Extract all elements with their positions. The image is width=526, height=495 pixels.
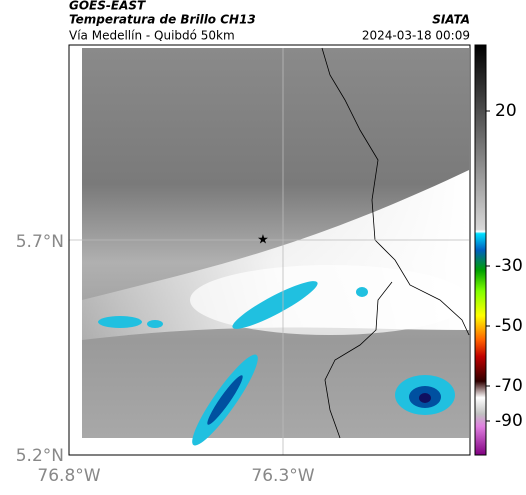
colorbar-label: -70 bbox=[495, 376, 523, 396]
colorbar-label: -90 bbox=[495, 411, 523, 431]
borders bbox=[321, 47, 470, 439]
colorbar-label: -50 bbox=[495, 316, 523, 336]
colorbar bbox=[474, 44, 487, 456]
route: Vía Medellín - Quibdó 50km bbox=[69, 29, 235, 43]
imagery bbox=[82, 48, 470, 446]
lat-label: 5.7°N bbox=[16, 232, 64, 252]
lon-label: 76.3°W bbox=[251, 466, 314, 486]
city-star: ★ bbox=[257, 233, 269, 248]
lon-label: 76.8°W bbox=[37, 466, 100, 486]
colorbar-label: 20 bbox=[495, 101, 517, 121]
datetime: 2024-03-18 00:09 bbox=[362, 29, 470, 43]
lat-label: 5.2°N bbox=[16, 446, 64, 466]
frame bbox=[68, 44, 471, 456]
product: Temperatura de Brillo CH13 bbox=[69, 13, 256, 27]
satellite: GOES-EAST bbox=[69, 0, 146, 13]
colorbar-label: -30 bbox=[495, 256, 523, 276]
agency: SIATA bbox=[432, 13, 470, 27]
